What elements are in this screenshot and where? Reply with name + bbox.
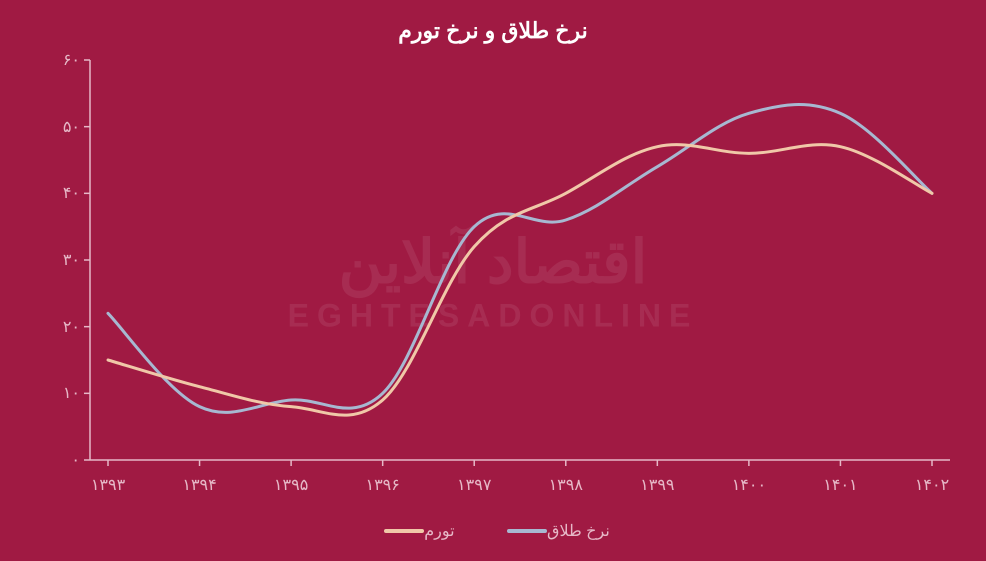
legend-label-inflation: تورم <box>424 521 454 541</box>
legend-item-inflation: تورم <box>376 521 454 541</box>
x-tick-label: ۱۳۹۹ <box>640 475 674 495</box>
x-tick-label: ۱۴۰۰ <box>732 475 766 495</box>
y-tick-label: ۴۰ <box>40 183 80 203</box>
x-tick-label: ۱۳۹۵ <box>274 475 308 495</box>
x-tick-label: ۱۴۰۲ <box>915 475 949 495</box>
legend: نرخ طلاق تورم <box>0 521 986 541</box>
chart-container: نرخ طلاق و نرخ تورم اقتصاد آنلاین EGHTES… <box>0 0 986 561</box>
y-tick-label: ۶۰ <box>40 50 80 70</box>
x-tick-label: ۱۳۹۷ <box>457 475 491 495</box>
legend-item-divorce: نرخ طلاق <box>499 521 610 541</box>
x-tick-label: ۱۳۹۴ <box>182 475 216 495</box>
y-tick-label: ۵۰ <box>40 117 80 137</box>
x-tick-label: ۱۴۰۱ <box>823 475 857 495</box>
legend-label-divorce: نرخ طلاق <box>547 521 610 541</box>
y-tick-label: ۳۰ <box>40 250 80 270</box>
x-tick-label: ۱۳۹۳ <box>91 475 125 495</box>
legend-swatch-divorce <box>507 529 547 533</box>
y-tick-label: ۱۰ <box>40 383 80 403</box>
x-tick-label: ۱۳۹۸ <box>549 475 583 495</box>
y-tick-label: ۲۰ <box>40 317 80 337</box>
legend-swatch-inflation <box>384 529 424 533</box>
y-tick-label: ۰ <box>40 450 80 470</box>
x-tick-label: ۱۳۹۶ <box>365 475 399 495</box>
